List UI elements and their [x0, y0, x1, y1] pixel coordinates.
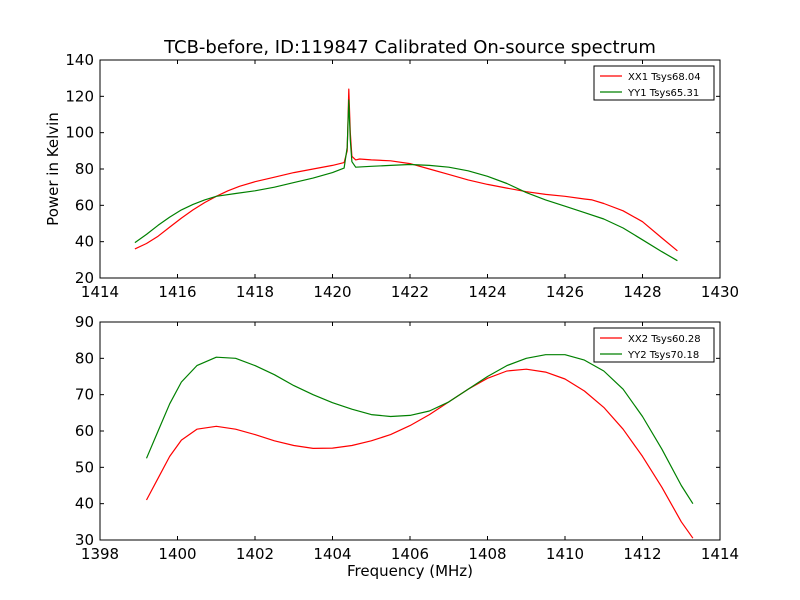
- x-tick-label: 1404: [313, 545, 351, 563]
- x-tick-label: 1414: [701, 545, 739, 563]
- x-tick-label: 1402: [236, 545, 274, 563]
- y-tick-label: 40: [75, 495, 94, 513]
- y-tick-label: 140: [65, 51, 94, 69]
- x-tick-label: 1408: [468, 545, 506, 563]
- x-tick-label: 1426: [546, 283, 584, 301]
- y-tick-label: 20: [75, 269, 94, 287]
- y-tick-label: 100: [65, 124, 94, 142]
- x-tick-label: 1424: [468, 283, 506, 301]
- y-tick-label: 80: [75, 349, 94, 367]
- y-tick-label: 40: [75, 233, 94, 251]
- x-tick-label: 1418: [236, 283, 274, 301]
- x-tick-label: 1422: [391, 283, 429, 301]
- x-tick-label: 1416: [158, 283, 196, 301]
- x-tick-label: 1400: [158, 545, 196, 563]
- x-axis-label: Frequency (MHz): [347, 562, 473, 580]
- y-tick-label: 30: [75, 531, 94, 549]
- top-spectrum-panel: 1414 1416 1418 1420 1422 1424 1426 1428 1430 20 40…: [44, 51, 739, 301]
- x-tick-label: 1428: [623, 283, 661, 301]
- legend-label: XX2 Tsys60.28: [628, 334, 701, 345]
- legend-box: [593, 327, 715, 363]
- x-tick-label: 1398: [81, 545, 119, 563]
- legend-label: XX1 Tsys68.04: [628, 72, 701, 83]
- y-tick-label: 80: [75, 160, 94, 178]
- x-tick-label: 1406: [391, 545, 429, 563]
- y-axis-label: Power in Kelvin: [44, 112, 62, 226]
- y-tick-label: 50: [75, 458, 94, 476]
- bottom-spectrum-panel: 1398 1400 1402 1404 1406 1408 1410 1412 1414 30 40…: [75, 313, 739, 580]
- x-tick-label: 1410: [546, 545, 584, 563]
- legend-label: YY1 Tsys65.31: [627, 88, 699, 99]
- series-line-xx2: [145, 368, 694, 539]
- series-line-yy1: [134, 99, 678, 262]
- y-tick-label: 120: [65, 87, 94, 105]
- x-tick-label: 1430: [701, 283, 739, 301]
- y-tick-label: 90: [75, 313, 94, 331]
- y-tick-label: 60: [75, 422, 94, 440]
- y-tick-label: 70: [75, 386, 94, 404]
- series-line-xx1: [134, 88, 678, 252]
- legend-label: YY2 Tsys70.18: [627, 350, 699, 361]
- x-tick-label: 1414: [81, 283, 119, 301]
- y-tick-label: 60: [75, 196, 94, 214]
- series-line-yy2: [145, 354, 694, 505]
- x-tick-label: 1420: [313, 283, 351, 301]
- figure-title: TCB-before, ID:119847 Calibrated On-sour…: [163, 37, 656, 58]
- x-tick-label: 1412: [623, 545, 661, 563]
- legend-box: [593, 65, 715, 101]
